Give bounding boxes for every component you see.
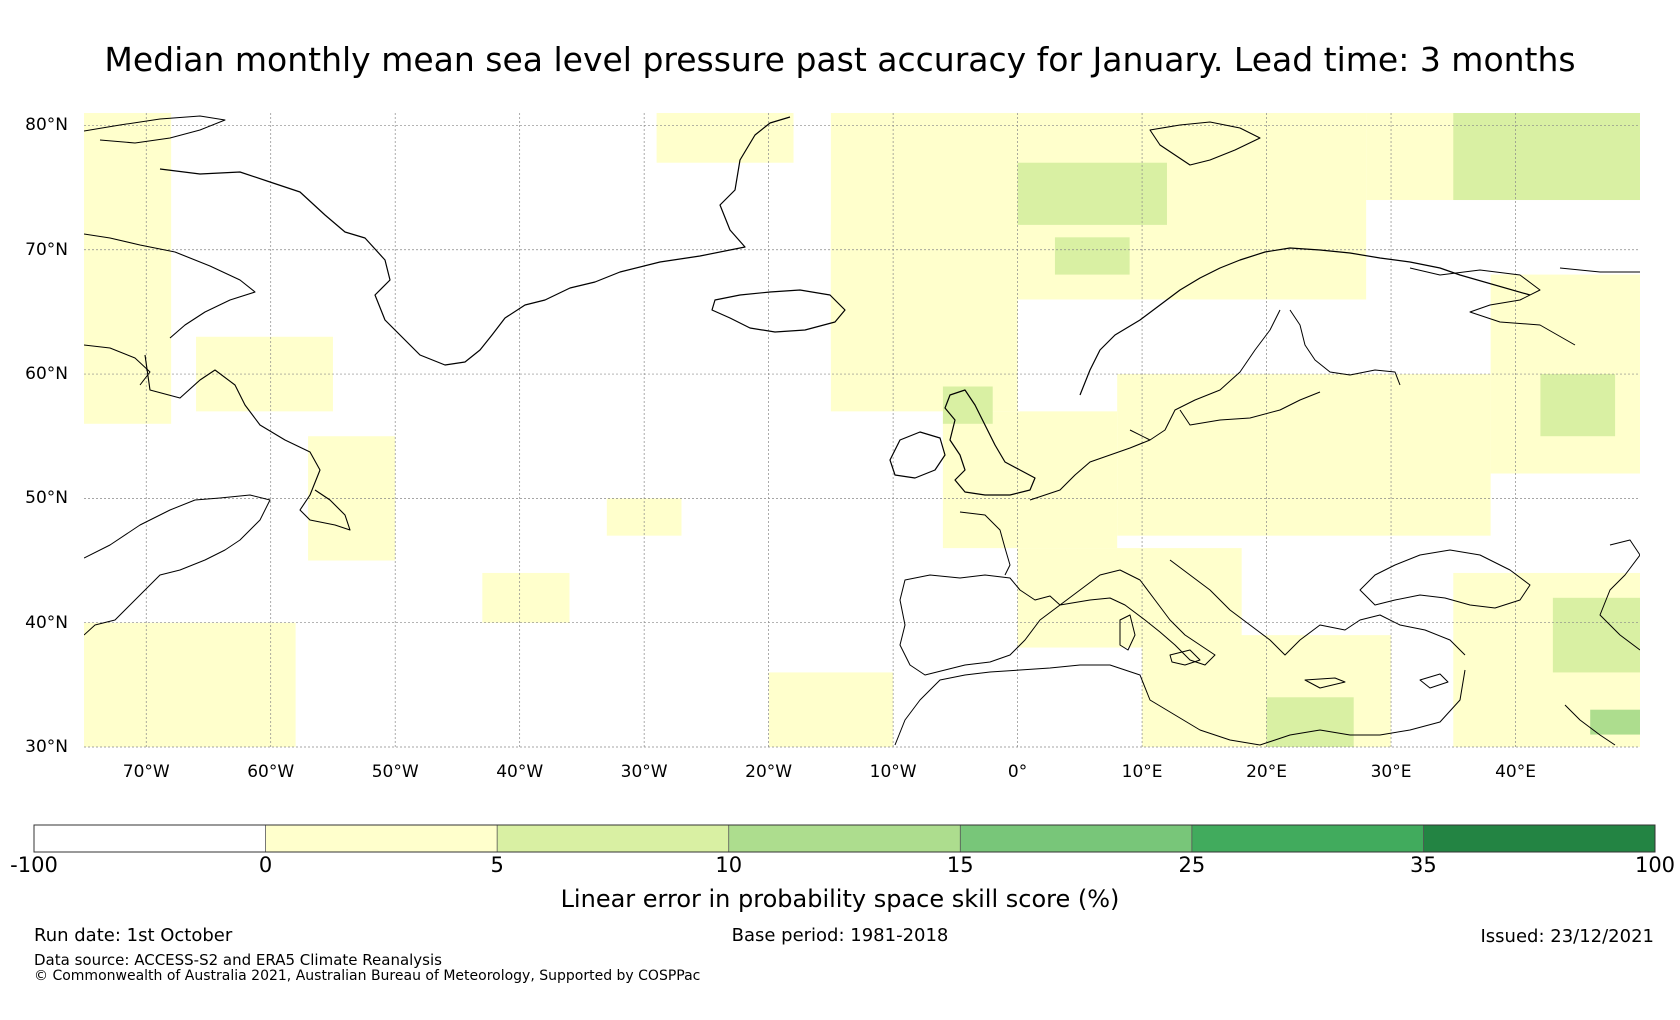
- chart-title: Median monthly mean sea level pressure p…: [104, 40, 1576, 79]
- lat-label: 70°N: [25, 239, 68, 260]
- data-source: Data source: ACCESS-S2 and ERA5 Climate …: [34, 951, 442, 969]
- colorbar-tick-label: 100: [1634, 853, 1676, 877]
- coast-kola-white-sea: [1409, 267, 1576, 346]
- colorbar-tick-label: 15: [946, 853, 974, 877]
- skill-region-22: [942, 386, 993, 424]
- coast-italy: [1059, 569, 1216, 666]
- colorbar-tick-label: -100: [10, 853, 58, 877]
- coast-france-biscay: [959, 511, 1011, 576]
- skill-region-15: [1017, 548, 1242, 648]
- coast-iceland: [711, 289, 846, 333]
- skill-region-7: [656, 113, 794, 163]
- skill-region-23: [1540, 374, 1616, 437]
- coast-ireland: [889, 431, 946, 479]
- skill-region-19: [1453, 113, 1640, 201]
- lon-label: 60°W: [247, 762, 295, 782]
- coast-black-sea: [1359, 549, 1531, 609]
- skill-region-21: [1266, 697, 1354, 747]
- lon-label: 30°E: [1370, 762, 1412, 782]
- coast-europe-west: [1029, 439, 1151, 501]
- coast-north-africa: [894, 664, 1466, 746]
- colorbar-segment: [497, 825, 729, 852]
- colorbar-segment: [960, 825, 1192, 852]
- skill-region-3: [84, 622, 296, 747]
- coast-sardinia: [1119, 614, 1136, 651]
- skill-region-25: [1590, 709, 1640, 735]
- coast-labrador: [144, 354, 351, 531]
- lat-label: 50°N: [25, 488, 68, 509]
- lon-label: 20°E: [1246, 762, 1287, 782]
- skill-region-6: [768, 672, 894, 747]
- coast-svalbard: [1149, 121, 1261, 166]
- lat-label: 40°N: [25, 612, 68, 633]
- copyright: © Commonwealth of Australia 2021, Austra…: [34, 968, 701, 984]
- coast-cyprus: [1419, 673, 1449, 689]
- issued-date: Issued: 23/12/2021: [1480, 926, 1654, 947]
- coast-crete: [1304, 677, 1346, 689]
- colorbar-tick-label: 0: [258, 853, 273, 877]
- skill-region-12: [942, 411, 1118, 549]
- colorbar-segment: [34, 825, 266, 852]
- lon-label: 70°W: [122, 762, 170, 782]
- lon-label: 20°W: [745, 762, 793, 782]
- coast-arctic-islands: [84, 115, 226, 144]
- colorbar-segment: [265, 825, 498, 852]
- coast-great-britain: [944, 389, 1036, 496]
- lon-label: 40°E: [1495, 762, 1536, 782]
- colorbar-segment: [1423, 825, 1655, 852]
- skill-region-4: [482, 572, 570, 623]
- coast-baltic: [1179, 391, 1321, 426]
- colorbar-tick-label: 25: [1178, 853, 1206, 877]
- lon-label: 40°W: [496, 762, 544, 782]
- colorbar-segment: [728, 825, 961, 852]
- colorbar-tick-label: 10: [715, 853, 743, 877]
- coast-balkans: [1169, 559, 1466, 656]
- coast-hudson: [84, 344, 151, 386]
- coast-st-lawrence: [84, 494, 271, 636]
- coastlines: [84, 115, 1640, 746]
- base-period: Base period: 1981-2018: [731, 925, 949, 946]
- graticule: [84, 113, 1640, 748]
- coast-sicily: [1169, 649, 1201, 666]
- coast-caspian: [1599, 539, 1640, 651]
- coast-greenland: [159, 116, 791, 366]
- colorbar-title: Linear error in probability space skill …: [560, 885, 1120, 913]
- lat-label: 60°N: [25, 364, 68, 385]
- lon-label: 10°W: [869, 762, 917, 782]
- lon-label: 10°E: [1121, 762, 1163, 782]
- skill-region-13: [1117, 374, 1491, 536]
- lat-label: 30°N: [25, 737, 68, 757]
- lon-label: 30°W: [620, 762, 668, 782]
- skill-region-0: [84, 113, 172, 424]
- coast-finland: [1289, 309, 1401, 386]
- lat-label: 80°N: [25, 115, 68, 136]
- coast-barents: [1559, 267, 1640, 273]
- run-date: Run date: 1st October: [34, 925, 233, 946]
- skill-region-24: [1054, 237, 1130, 275]
- coast-sweden: [1129, 309, 1281, 441]
- coast-baffin: [84, 233, 256, 339]
- colorbar-tick-label: 35: [1410, 853, 1437, 877]
- coast-norway: [1079, 247, 1531, 396]
- coast-red-sea: [1564, 704, 1616, 746]
- colorbar-outline: [33, 824, 1656, 853]
- lon-label: 0°: [1007, 762, 1028, 782]
- colorbar-tick-label: 5: [490, 853, 504, 877]
- coast-iberia: [899, 574, 1061, 676]
- skill-region-20: [1552, 597, 1640, 673]
- lon-label: 50°W: [371, 762, 419, 782]
- colorbar-segment: [1191, 825, 1424, 852]
- skill-score-field: [84, 113, 1640, 747]
